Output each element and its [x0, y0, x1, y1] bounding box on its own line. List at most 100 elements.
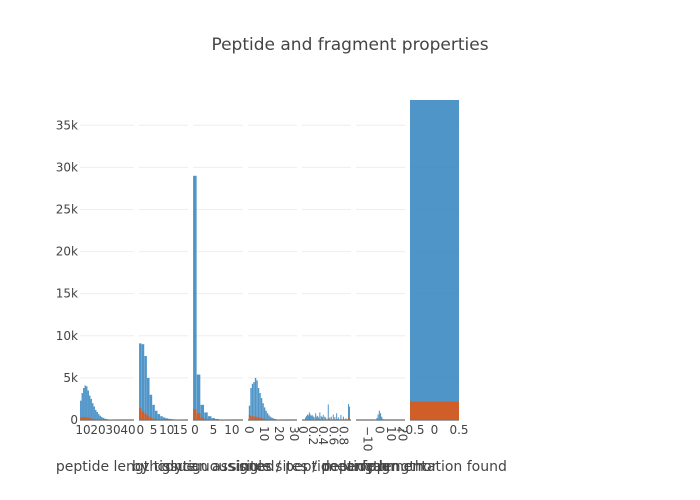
bar-blue: [266, 413, 269, 420]
x-tick-label: 20: [272, 426, 286, 441]
bar-orange: [95, 419, 97, 420]
bar-blue: [262, 403, 264, 420]
x-tick-label: 30: [105, 423, 120, 437]
bar-orange: [87, 417, 89, 420]
x-tick-label: 5: [150, 423, 158, 437]
bar-blue: [269, 416, 272, 420]
bar-blue: [98, 414, 100, 420]
bar-blue: [173, 419, 177, 420]
bar-blue: [330, 416, 332, 420]
bar-blue: [92, 403, 94, 420]
bar-blue: [86, 386, 88, 420]
x-tick-label: −0.5: [395, 423, 424, 437]
bar-orange: [307, 419, 309, 420]
bar-orange: [253, 416, 255, 420]
bar-orange: [83, 417, 85, 420]
bar-blue: [87, 390, 89, 420]
bar-blue: [204, 412, 208, 420]
bar-blue: [274, 418, 276, 420]
bar-orange: [308, 419, 310, 420]
x-tick-label: −10: [361, 426, 375, 451]
x-axis-label: fragmentation found: [362, 459, 507, 475]
bar-blue: [154, 410, 158, 420]
bar-blue: [90, 398, 92, 420]
x-axis-label: mean ppm error: [324, 459, 438, 475]
bar-blue: [152, 404, 155, 420]
bar-blue: [342, 416, 344, 420]
x-tick-label: 10: [224, 423, 239, 437]
bar-orange: [144, 414, 147, 420]
x-tick-label: 0: [372, 426, 386, 434]
bar-orange: [207, 419, 212, 420]
bar-orange: [348, 418, 350, 420]
y-tick-label: 20k: [56, 245, 78, 259]
bar-blue: [322, 414, 324, 420]
bar-blue: [99, 415, 101, 420]
bar-blue: [336, 413, 338, 420]
bar-blue: [268, 415, 270, 420]
bar-blue: [168, 418, 171, 420]
y-tick-label: 10k: [56, 329, 78, 343]
bar-blue: [257, 388, 260, 420]
y-tick-label: 30k: [56, 160, 78, 174]
bar-orange: [308, 419, 310, 420]
bar-blue: [377, 414, 379, 420]
x-tick-label: 5: [210, 423, 218, 437]
bar-orange: [262, 418, 264, 420]
bar-orange: [327, 418, 329, 420]
bar-blue: [332, 414, 334, 420]
bar-blue: [313, 417, 315, 420]
bar-blue: [348, 406, 350, 420]
bar-orange: [250, 415, 252, 420]
x-tick-label: 0.4: [316, 426, 330, 445]
bar-blue: [89, 395, 91, 420]
bar-orange: [378, 419, 380, 420]
bar-blue: [319, 412, 321, 420]
bar-blue: [144, 356, 147, 420]
bar-blue: [308, 412, 310, 420]
bar-blue: [139, 343, 142, 420]
bar-orange: [193, 409, 197, 420]
bar-blue: [347, 404, 349, 420]
bar-orange: [265, 419, 267, 420]
x-tick-label: 0: [136, 423, 144, 437]
x-axis-label: single sites / peptide length: [229, 459, 423, 475]
bar-blue: [193, 175, 197, 420]
bar-blue: [250, 388, 252, 420]
bar-blue: [376, 417, 378, 420]
bar-orange: [317, 419, 319, 420]
bar-orange: [157, 419, 161, 420]
bar-blue: [271, 417, 273, 420]
bar-orange: [248, 414, 251, 420]
bar-blue: [165, 418, 169, 420]
bar-blue: [84, 385, 86, 420]
bar-blue: [207, 416, 212, 420]
bar-blue: [334, 417, 336, 420]
x-tick-label: 10: [257, 426, 271, 441]
x-tick-label: 10: [75, 423, 90, 437]
bar-blue: [318, 417, 320, 420]
bar-orange: [256, 416, 258, 420]
bar-blue: [410, 100, 459, 420]
panel-1: 10 20 30 40 peptide length: [56, 385, 158, 475]
bar-orange: [257, 417, 260, 420]
bar-blue: [260, 398, 263, 420]
bar-blue: [108, 419, 110, 420]
bar-blue: [162, 417, 166, 420]
bar-orange: [260, 418, 263, 420]
bar-blue: [325, 417, 327, 420]
bar-orange: [141, 411, 145, 420]
bar-orange: [263, 418, 266, 420]
bar-orange: [340, 419, 342, 420]
gridlines: [80, 124, 459, 421]
y-axis: 0 5k 10k 15k 20k 25k 30k 35k: [56, 118, 78, 427]
bar-orange: [89, 417, 91, 420]
bar-blue: [254, 377, 257, 420]
y-tick-label: 5k: [63, 371, 78, 385]
x-tick-label: 0.6: [326, 426, 340, 445]
bar-blue: [215, 418, 219, 420]
